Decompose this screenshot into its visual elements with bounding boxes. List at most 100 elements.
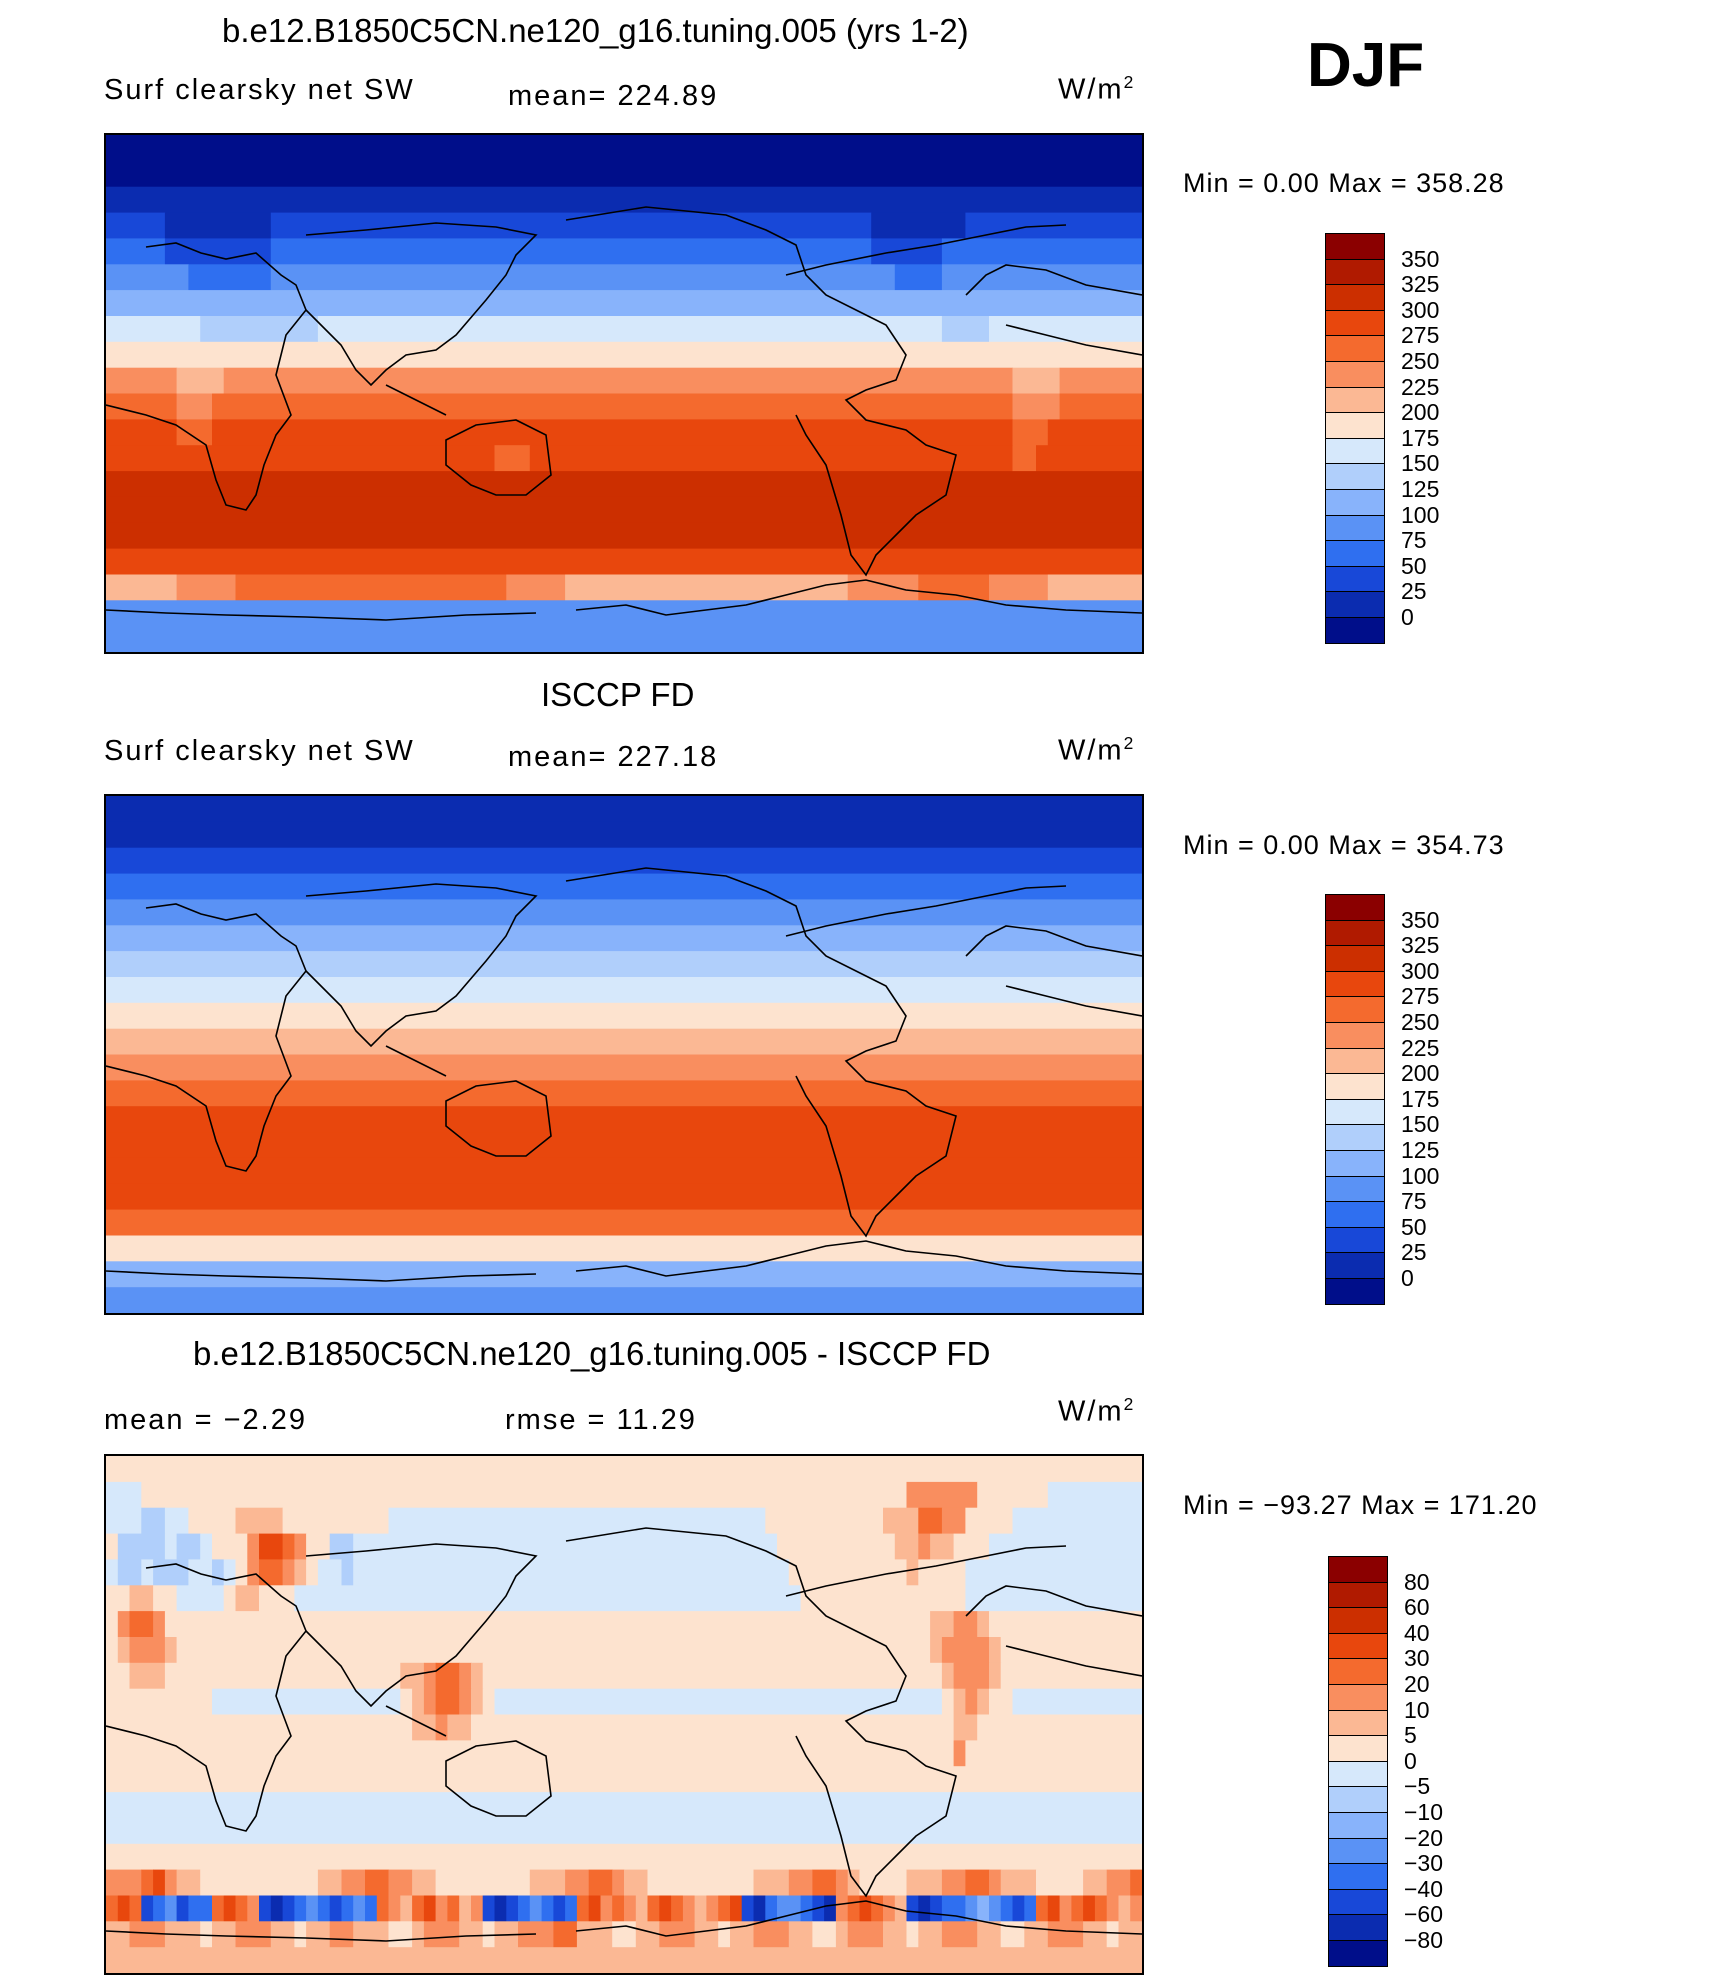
field-cell: [106, 1688, 213, 1716]
field-cell: [565, 574, 849, 601]
colorbar-swatch: [1328, 1735, 1388, 1762]
field-cell: [223, 1585, 237, 1612]
field-cell: [106, 1637, 119, 1664]
colorbar-swatch: [1328, 1556, 1388, 1583]
coastline: [785, 224, 1067, 276]
field-cell: [259, 1585, 295, 1612]
colorbar-swatch: [1325, 894, 1385, 921]
field-cell: [329, 1533, 354, 1561]
field-cell: [471, 1714, 955, 1741]
field-cell: [106, 600, 1142, 627]
field-cell: [106, 522, 1142, 550]
field-cell: [106, 951, 1142, 978]
field-cell: [106, 1157, 1142, 1185]
colorbar-swatch: [1325, 1022, 1385, 1049]
colorbar-swatch: [1325, 1175, 1385, 1203]
colorbar-tick-label: 40: [1404, 1619, 1430, 1646]
field-cell: [718, 1921, 731, 1948]
field-cell: [965, 1507, 1014, 1535]
field-cell: [989, 1869, 1002, 1897]
field-cell: [106, 1261, 1142, 1288]
field-cell: [223, 367, 1014, 395]
panel3-mean: mean = −2.29: [104, 1404, 307, 1436]
colorbar-tick-label: 150: [1401, 1111, 1440, 1138]
coastline: [305, 883, 538, 1048]
field-cell: [1000, 1662, 1142, 1690]
field-cell: [106, 1766, 1142, 1793]
field-cell: [106, 1740, 955, 1767]
field-cell: [247, 1533, 260, 1561]
colorbar-tick-label: 175: [1401, 1085, 1440, 1112]
field-cell: [871, 1895, 884, 1922]
panel2-units: W/m2: [1058, 733, 1136, 767]
field-cell: [106, 1507, 142, 1535]
colorbar-tick-label: 25: [1401, 1239, 1427, 1266]
field-cell: [894, 1533, 919, 1561]
field-cell: [106, 1028, 1142, 1056]
colorbar-tick-label: 20: [1404, 1671, 1430, 1697]
colorbar-swatch: [1325, 919, 1385, 947]
field-cell: [176, 1895, 189, 1922]
panel3-units: W/m2: [1058, 1394, 1136, 1428]
field-cell: [930, 1637, 943, 1664]
field-cell: [1036, 445, 1142, 472]
field-cell: [953, 1714, 978, 1741]
field-cell: [106, 821, 1142, 849]
field-cell: [953, 1740, 966, 1767]
field-cell: [270, 264, 896, 291]
field-cell: [353, 1559, 790, 1586]
field-cell: [706, 1895, 719, 1922]
field-cell: [1012, 393, 1061, 420]
field-cell: [388, 1895, 401, 1922]
colorbar-swatch: [1325, 1150, 1385, 1177]
field-cell: [835, 1921, 849, 1948]
field-cell: [953, 1662, 990, 1690]
field-cell: [1130, 1895, 1142, 1922]
field-cell: [977, 1688, 990, 1716]
field-cell: [106, 796, 1142, 823]
field-cell: [329, 1895, 343, 1922]
field-cell: [106, 238, 166, 265]
field-cell: [529, 1869, 566, 1897]
field-cell: [459, 1688, 472, 1716]
field-cell: [906, 1869, 943, 1897]
field-cell: [188, 264, 272, 291]
field-cell: [506, 574, 566, 601]
field-cell: [164, 1533, 178, 1561]
field-cell: [317, 1559, 342, 1586]
field-cell: [106, 899, 1142, 926]
field-cell: [788, 1869, 813, 1897]
field-cell: [482, 1895, 496, 1922]
field-cell: [989, 1611, 1142, 1638]
field-cell: [883, 1507, 919, 1535]
coastline: [785, 885, 1067, 937]
colorbar-tick-label: −5: [1404, 1773, 1431, 1800]
field-cell: [129, 1637, 166, 1664]
panel1-mean: mean= 224.89: [508, 80, 719, 112]
colorbar-tick-label: 0: [1401, 1265, 1414, 1291]
field-cell: [106, 1895, 119, 1922]
field-cell: [400, 1662, 425, 1690]
field-cell: [188, 1507, 237, 1535]
field-cell: [930, 1611, 955, 1638]
field-cell: [977, 1481, 1049, 1509]
colorbar-swatch: [1325, 1252, 1385, 1279]
field-cell: [1059, 393, 1142, 420]
field-cell: [965, 1740, 1142, 1767]
colorbar-swatch: [1325, 1201, 1385, 1228]
colorbar-tick-label: 225: [1401, 373, 1440, 400]
colorbar-tick-label: 10: [1404, 1696, 1430, 1723]
field-cell: [588, 1895, 602, 1922]
field-cell: [647, 1869, 755, 1897]
colorbar-swatch: [1325, 1047, 1385, 1075]
field-cell: [847, 1869, 861, 1897]
field-cell: [106, 445, 496, 472]
colorbar-swatch: [1328, 1760, 1388, 1788]
field-cell: [164, 238, 272, 265]
field-cell: [953, 1611, 978, 1638]
field-cell: [989, 1662, 1002, 1690]
colorbar-swatch: [1325, 970, 1385, 998]
field-cell: [141, 1481, 908, 1509]
field-cell: [259, 1533, 284, 1561]
field-cell: [529, 1895, 543, 1922]
